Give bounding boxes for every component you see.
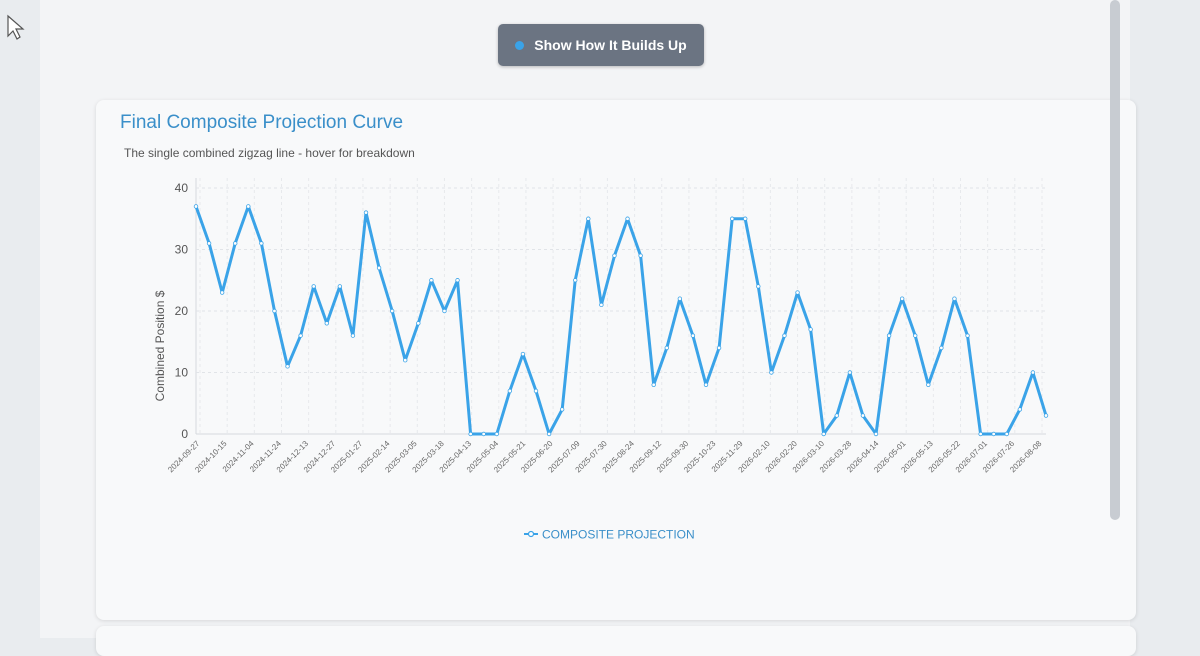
data-point[interactable]	[337, 284, 343, 289]
chart-title: Final Composite Projection Curve	[120, 112, 404, 133]
data-point[interactable]	[782, 333, 787, 338]
data-point[interactable]	[991, 431, 996, 437]
data-point[interactable]	[599, 302, 604, 308]
data-point[interactable]	[651, 382, 656, 387]
chart-subtitle: The single combined zigzag line - hover …	[124, 146, 415, 160]
next-card	[96, 626, 1136, 656]
data-point[interactable]	[638, 253, 643, 258]
data-point[interactable]	[507, 388, 513, 394]
show-build-up-button-label: Show How It Builds Up	[534, 37, 687, 53]
y-tick-label: 20	[175, 304, 189, 318]
data-point[interactable]	[860, 413, 866, 418]
mouse-cursor-icon	[7, 14, 25, 40]
data-point[interactable]	[468, 431, 473, 437]
data-point[interactable]	[350, 333, 356, 338]
data-point[interactable]	[756, 284, 761, 289]
y-tick-label: 30	[175, 243, 189, 257]
data-point[interactable]	[716, 345, 722, 351]
data-point[interactable]	[1043, 413, 1049, 418]
data-point[interactable]	[363, 210, 369, 215]
data-point[interactable]	[455, 278, 460, 283]
data-point[interactable]	[690, 333, 696, 338]
data-point[interactable]	[246, 204, 251, 209]
data-point[interactable]	[586, 216, 591, 221]
legend[interactable]: COMPOSITE PROJECTION	[524, 528, 695, 542]
data-point[interactable]	[416, 321, 421, 326]
data-point[interactable]	[978, 431, 983, 437]
data-point[interactable]	[743, 216, 748, 221]
data-point[interactable]	[403, 358, 408, 363]
legend-label: COMPOSITE PROJECTION	[542, 528, 695, 542]
data-point[interactable]	[285, 364, 290, 369]
data-point[interactable]	[481, 431, 486, 437]
scrollbar[interactable]	[1110, 0, 1120, 520]
data-point[interactable]	[703, 382, 709, 387]
data-point[interactable]	[769, 370, 774, 375]
y-axis-label: Combined Position $	[153, 290, 167, 401]
data-point[interactable]	[311, 284, 316, 289]
y-tick-label: 0	[181, 427, 188, 441]
data-point[interactable]	[1017, 407, 1023, 412]
data-point[interactable]	[559, 407, 565, 412]
data-point[interactable]	[913, 333, 918, 338]
data-point[interactable]	[298, 333, 303, 338]
data-point[interactable]	[259, 241, 264, 246]
data-point[interactable]	[729, 216, 735, 221]
data-point[interactable]	[677, 296, 683, 301]
data-point[interactable]	[625, 216, 630, 221]
show-build-up-button[interactable]: Show How It Builds Up	[498, 24, 704, 66]
data-point[interactable]	[939, 345, 944, 351]
data-point[interactable]	[873, 431, 879, 437]
data-point[interactable]	[233, 241, 238, 246]
data-point[interactable]	[442, 308, 447, 314]
data-point[interactable]	[952, 296, 957, 301]
data-point[interactable]	[573, 278, 578, 283]
chart-card: Final Composite Projection Curve The sin…	[96, 100, 1136, 620]
data-point[interactable]	[1004, 431, 1009, 437]
data-point[interactable]	[272, 308, 277, 314]
data-point[interactable]	[219, 290, 225, 295]
legend-marker-icon	[527, 530, 535, 538]
data-point[interactable]	[899, 296, 905, 301]
data-point[interactable]	[546, 431, 552, 437]
data-point[interactable]	[494, 431, 499, 437]
y-tick-label: 10	[175, 366, 189, 380]
data-point[interactable]	[965, 333, 970, 338]
data-point[interactable]	[795, 290, 800, 295]
dot-icon	[515, 40, 525, 50]
data-point[interactable]	[821, 431, 826, 437]
data-point[interactable]	[206, 241, 212, 246]
data-point[interactable]	[847, 370, 853, 375]
data-point[interactable]	[1030, 370, 1036, 375]
data-point[interactable]	[926, 382, 931, 387]
data-point[interactable]	[808, 327, 813, 332]
composite-projection-line[interactable]	[194, 204, 1048, 436]
y-tick-label: 40	[175, 181, 189, 195]
data-point[interactable]	[664, 345, 669, 351]
data-point[interactable]	[612, 253, 617, 258]
data-point[interactable]	[533, 388, 539, 394]
data-point[interactable]	[886, 333, 892, 338]
data-point[interactable]	[389, 308, 395, 314]
data-point[interactable]	[520, 351, 526, 357]
data-point[interactable]	[376, 265, 382, 271]
data-point[interactable]	[324, 321, 329, 326]
data-point[interactable]	[834, 413, 839, 418]
data-point[interactable]	[193, 204, 199, 209]
data-point[interactable]	[429, 278, 434, 283]
